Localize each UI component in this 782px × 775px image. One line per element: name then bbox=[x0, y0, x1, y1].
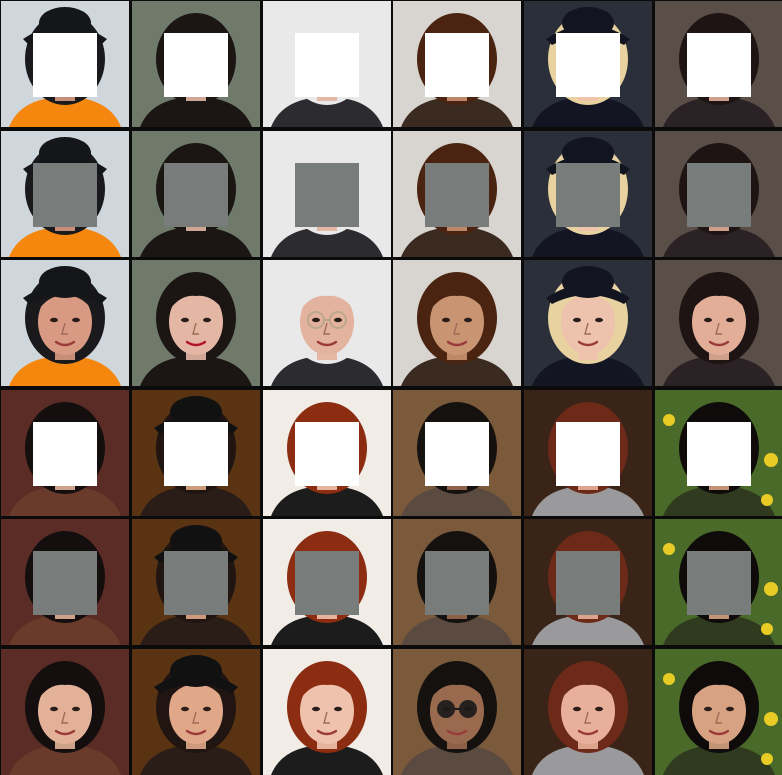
woman-with-bow-portrait bbox=[131, 648, 260, 775]
older-man-portrait bbox=[262, 260, 391, 387]
grid-cell-white-mask bbox=[393, 1, 522, 127]
grid-cell-gray-mask bbox=[262, 130, 391, 257]
gray-mask-square bbox=[686, 551, 751, 616]
grid-cell-white-mask bbox=[654, 389, 782, 516]
grid-cell-white-mask bbox=[524, 1, 653, 127]
grid-cell-gray-mask bbox=[1, 519, 129, 646]
grid-cell-gray-mask bbox=[131, 519, 260, 646]
red-hair-woman-portrait bbox=[262, 648, 391, 775]
graduate-woman-portrait bbox=[524, 260, 653, 387]
white-mask-square bbox=[556, 421, 621, 486]
grid-cell-gray-mask bbox=[393, 130, 522, 257]
white-mask-square bbox=[33, 33, 97, 97]
grid-cell-original bbox=[262, 260, 391, 387]
grid-cell-white-mask bbox=[131, 1, 260, 127]
grid-cell-original bbox=[1, 260, 129, 387]
grid-cell-white-mask bbox=[262, 389, 391, 516]
gray-mask-square bbox=[425, 162, 490, 227]
grid-cell-white-mask bbox=[393, 389, 522, 516]
gray-mask-square bbox=[33, 551, 97, 616]
sunglasses-man-portrait bbox=[393, 648, 522, 775]
grid-cell-white-mask bbox=[131, 389, 260, 516]
grid-cell-original bbox=[393, 648, 522, 775]
police-officer-portrait bbox=[1, 260, 129, 387]
white-mask-square bbox=[425, 421, 490, 486]
white-mask-square bbox=[163, 33, 228, 97]
grid-cell-original bbox=[262, 648, 391, 775]
gray-mask-square bbox=[33, 162, 97, 227]
grid-cell-original bbox=[131, 260, 260, 387]
white-mask-square bbox=[425, 33, 490, 97]
grid-cell-white-mask bbox=[262, 1, 391, 127]
dark-hair-woman-portrait bbox=[131, 260, 260, 387]
grid-cell-original bbox=[131, 648, 260, 775]
gray-mask-square bbox=[556, 162, 621, 227]
white-mask-square bbox=[556, 33, 621, 97]
gray-mask-square bbox=[425, 551, 490, 616]
grid-cell-gray-mask bbox=[654, 519, 782, 646]
grid-cell-white-mask bbox=[654, 1, 782, 127]
grid-cell-white-mask bbox=[1, 389, 129, 516]
grid-cell-gray-mask bbox=[131, 130, 260, 257]
white-mask-square bbox=[294, 421, 359, 486]
white-mask-square bbox=[294, 33, 359, 97]
grid-cell-gray-mask bbox=[524, 130, 653, 257]
brunette-woman-portrait bbox=[654, 260, 782, 387]
asian-woman-portrait bbox=[1, 648, 129, 775]
white-mask-square bbox=[686, 33, 751, 97]
grid-cell-gray-mask bbox=[654, 130, 782, 257]
curly-hair-man-portrait bbox=[393, 260, 522, 387]
white-mask-square bbox=[686, 421, 751, 486]
grid-cell-original bbox=[393, 260, 522, 387]
gray-mask-square bbox=[556, 551, 621, 616]
auburn-hair-girl-portrait bbox=[524, 648, 653, 775]
grid-cell-gray-mask bbox=[262, 519, 391, 646]
grid-cell-white-mask bbox=[524, 389, 653, 516]
grid-cell-original bbox=[524, 648, 653, 775]
smiling-child-portrait bbox=[654, 648, 782, 775]
grid-cell-original bbox=[524, 260, 653, 387]
gray-mask-square bbox=[686, 162, 751, 227]
grid-cell-gray-mask bbox=[524, 519, 653, 646]
grid-cell-gray-mask bbox=[393, 519, 522, 646]
grid-cell-original bbox=[654, 648, 782, 775]
gray-mask-square bbox=[294, 162, 359, 227]
grid-cell-original bbox=[1, 648, 129, 775]
gray-mask-square bbox=[163, 162, 228, 227]
grid-cell-original bbox=[654, 260, 782, 387]
grid-cell-white-mask bbox=[1, 1, 129, 127]
gray-mask-square bbox=[294, 551, 359, 616]
white-mask-square bbox=[33, 421, 97, 486]
white-mask-square bbox=[163, 421, 228, 486]
grid-cell-gray-mask bbox=[1, 130, 129, 257]
gray-mask-square bbox=[163, 551, 228, 616]
